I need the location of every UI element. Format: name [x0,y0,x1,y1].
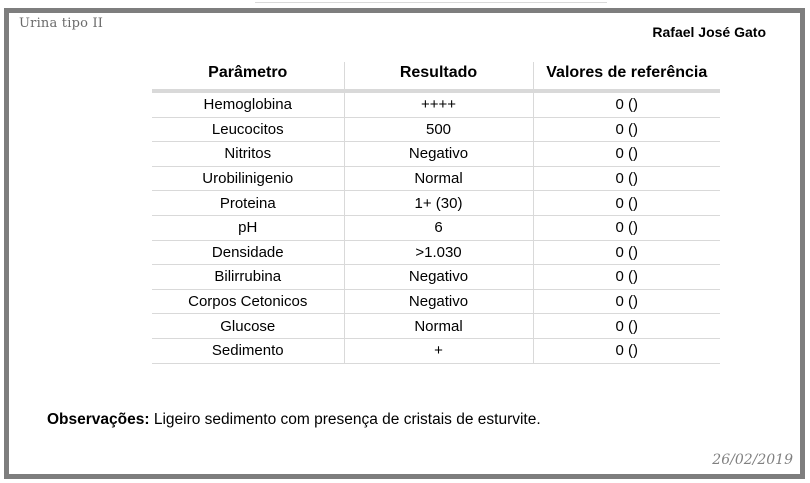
table-row: Bilirrubina Negativo 0 () [152,264,720,290]
header-row: Parâmetro Resultado Valores de referênci… [152,62,720,93]
cell-resultado: >1.030 [344,240,534,266]
table-row: Densidade >1.030 0 () [152,240,720,266]
cell-referencia: 0 () [533,141,720,167]
report-date: 26/02/2019 [712,452,793,468]
results-table-body: Hemoglobina ++++ 0 () Leucocitos 500 0 (… [152,91,720,364]
cell-parametro: Bilirrubina [152,264,345,290]
cell-parametro: Urobilinigenio [152,166,345,192]
cell-referencia: 0 () [533,215,720,241]
cell-resultado: 500 [344,117,534,143]
column-header-parametro: Parâmetro [152,62,345,93]
cell-referencia: 0 () [533,190,720,216]
cell-parametro: Hemoglobina [152,91,345,118]
cell-parametro: Sedimento [152,338,345,364]
results-table-header: Parâmetro Resultado Valores de referênci… [152,62,720,93]
observations-text: Ligeiro sedimento com presença de crista… [149,411,541,428]
patient-name: Rafael José Gato [652,24,766,40]
cell-resultado: 6 [344,215,534,241]
cell-referencia: 0 () [533,91,720,118]
cell-parametro: Nitritos [152,141,345,167]
results-table: Parâmetro Resultado Valores de referênci… [152,62,720,364]
cell-resultado: Negativo [344,289,534,315]
table-row: Sedimento + 0 () [152,338,720,364]
cell-referencia: 0 () [533,264,720,290]
cell-resultado: Normal [344,313,534,339]
table-row: Leucocitos 500 0 () [152,117,720,143]
observations-label: Observações: [47,411,150,428]
table-row: Glucose Normal 0 () [152,313,720,339]
cell-resultado: 1+ (30) [344,190,534,216]
cell-parametro: Corpos Cetonicos [152,289,345,315]
cell-resultado: ++++ [344,91,534,118]
table-row: Nitritos Negativo 0 () [152,141,720,167]
cell-referencia: 0 () [533,117,720,143]
cell-resultado: Normal [344,166,534,192]
cell-resultado: Negativo [344,141,534,167]
report-title: Urina tipo II [19,16,104,31]
cell-parametro: pH [152,215,345,241]
cell-parametro: Densidade [152,240,345,266]
cell-resultado: Negativo [344,264,534,290]
cell-referencia: 0 () [533,338,720,364]
cell-referencia: 0 () [533,289,720,315]
cell-referencia: 0 () [533,313,720,339]
cell-referencia: 0 () [533,240,720,266]
table-row: Proteina 1+ (30) 0 () [152,190,720,216]
column-header-referencia: Valores de referência [533,62,720,93]
table-row: Urobilinigenio Normal 0 () [152,166,720,192]
cell-parametro: Glucose [152,313,345,339]
cell-referencia: 0 () [533,166,720,192]
cell-parametro: Leucocitos [152,117,345,143]
cell-parametro: Proteina [152,190,345,216]
cell-resultado: + [344,338,534,364]
table-row: Hemoglobina ++++ 0 () [152,91,720,118]
column-header-resultado: Resultado [344,62,534,93]
table-row: pH 6 0 () [152,215,720,241]
observations-line: Observações: Ligeiro sedimento com prese… [47,411,541,429]
table-row: Corpos Cetonicos Negativo 0 () [152,289,720,315]
top-edge-artifact-line [255,2,607,3]
